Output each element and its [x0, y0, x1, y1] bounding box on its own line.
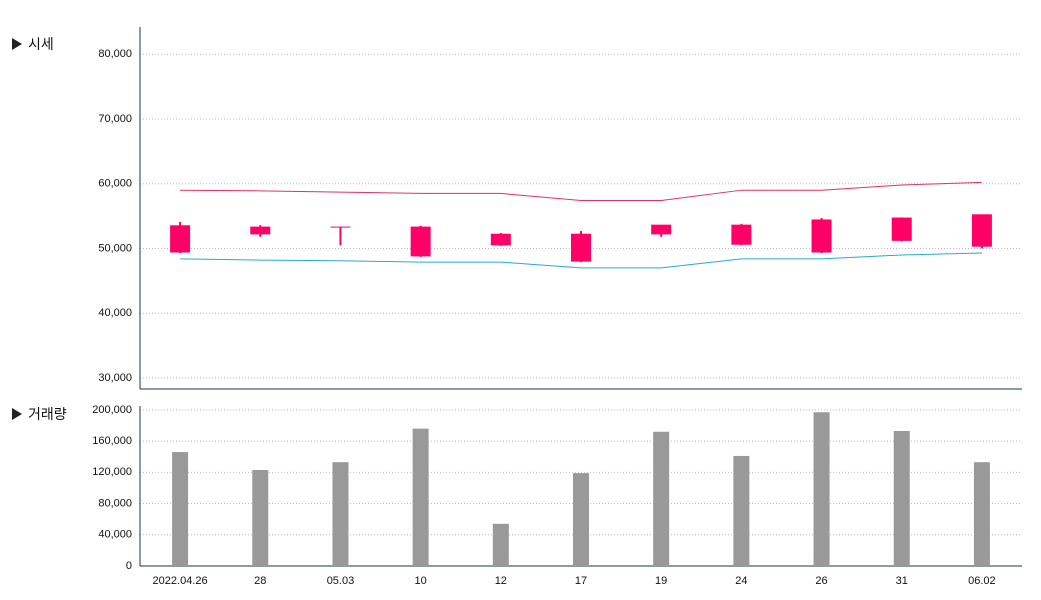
- x-tick-label: 06.02: [968, 575, 996, 587]
- volume-bar: [733, 455, 750, 566]
- volume-bar: [412, 428, 429, 566]
- candle-body: [250, 226, 271, 235]
- candle-body: [811, 219, 832, 253]
- y-tick-label: 70,000: [98, 113, 132, 125]
- candle-body: [490, 233, 511, 246]
- x-tick-label: 26: [815, 575, 827, 587]
- x-tick-label: 05.03: [327, 575, 355, 587]
- candle-body: [731, 224, 752, 245]
- volume-bar: [573, 473, 589, 566]
- candle-body: [330, 226, 351, 228]
- candle-body: [651, 224, 672, 235]
- candle-body: [410, 226, 431, 257]
- volume-bar: [813, 412, 830, 566]
- candle-body: [971, 214, 992, 247]
- y-tick-label: 80,000: [98, 497, 132, 509]
- x-tick-label: 24: [735, 575, 747, 587]
- x-tick-label: 31: [896, 575, 908, 587]
- y-tick-label: 160,000: [92, 435, 132, 447]
- volume-bar: [252, 470, 269, 566]
- y-tick-label: 80,000: [98, 48, 132, 60]
- x-tick-label: 12: [495, 575, 507, 587]
- x-tick-label: 28: [254, 575, 266, 587]
- volume-bar: [492, 523, 509, 566]
- band-line: [180, 181, 982, 202]
- candle-body: [170, 225, 191, 253]
- volume-bar: [332, 462, 349, 566]
- volume-title: 거래량: [28, 407, 67, 423]
- y-tick-label: 120,000: [92, 466, 132, 478]
- price-title: 시세: [28, 37, 54, 53]
- band-line: [180, 252, 982, 269]
- title-icon: [12, 38, 22, 50]
- y-tick-label: 30,000: [98, 372, 132, 384]
- volume-bar: [893, 430, 910, 566]
- title-icon: [12, 408, 22, 420]
- x-tick-label: 10: [415, 575, 427, 587]
- y-tick-label: 50,000: [98, 242, 132, 254]
- candle-body: [891, 217, 912, 241]
- x-tick-label: 2022.04.26: [153, 575, 208, 587]
- x-tick-label: 19: [655, 575, 667, 587]
- volume-bar: [653, 431, 670, 566]
- candle-body: [571, 233, 591, 262]
- y-tick-label: 60,000: [98, 178, 132, 190]
- volume-bar: [172, 452, 189, 566]
- y-tick-label: 200,000: [92, 404, 132, 416]
- y-tick-label: 40,000: [98, 307, 132, 319]
- y-tick-label: 0: [126, 560, 132, 572]
- y-tick-label: 40,000: [98, 529, 132, 541]
- x-tick-label: 17: [575, 575, 587, 587]
- volume-bar: [973, 462, 990, 566]
